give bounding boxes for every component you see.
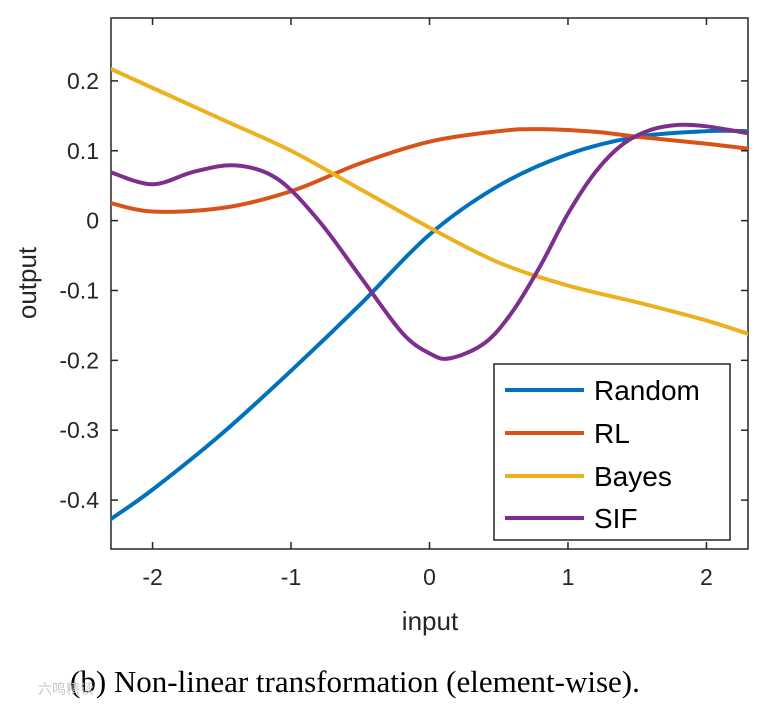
y-tick-label: -0.1 xyxy=(59,277,99,303)
y-tick-label: -0.3 xyxy=(59,417,99,443)
y-tick-label: -0.4 xyxy=(59,487,99,513)
legend-label-random: Random xyxy=(594,375,700,406)
watermark: 六鸣精读 xyxy=(38,681,94,698)
series-layer xyxy=(111,67,748,521)
x-tick-label: -2 xyxy=(142,564,162,590)
x-tick-label: -1 xyxy=(281,564,301,590)
y-tick-label: 0.1 xyxy=(67,138,99,164)
legend-label-sif: SIF xyxy=(594,503,638,534)
series-line-sif xyxy=(111,122,748,361)
series-line-random xyxy=(111,128,748,521)
y-tick-label: -0.2 xyxy=(59,347,99,373)
x-tick-label: 2 xyxy=(700,564,713,590)
legend-items: Random RL Bayes SIF xyxy=(505,375,700,534)
x-axis-label: input xyxy=(402,606,459,636)
series-line-rl xyxy=(111,127,748,214)
series-line-bayes xyxy=(111,67,748,336)
y-tick-label: 0 xyxy=(86,208,99,234)
legend-label-bayes: Bayes xyxy=(594,461,672,492)
legend-box xyxy=(493,363,731,541)
y-axis-ticks: -0.4 -0.3 -0.2 -0.1 0 0.1 0.2 xyxy=(59,68,748,513)
x-tick-label: 0 xyxy=(423,564,436,590)
legend-label-rl: RL xyxy=(594,418,630,449)
legend: Random RL Bayes SIF xyxy=(493,363,731,541)
figure-caption: (b) Non-linear transformation (element-w… xyxy=(70,664,640,699)
y-axis-label: output xyxy=(12,246,42,319)
x-tick-label: 1 xyxy=(562,564,575,590)
y-tick-label: 0.2 xyxy=(67,68,99,94)
x-axis-ticks: -2 -1 0 1 2 xyxy=(142,18,713,590)
